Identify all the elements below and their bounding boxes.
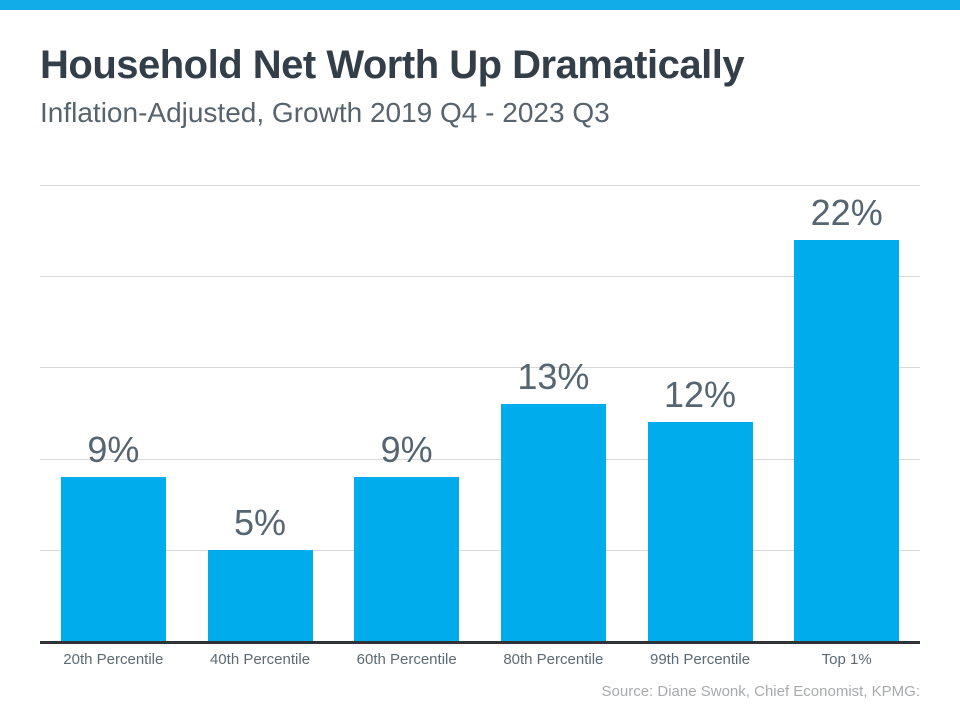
bar-value-label: 5% bbox=[233, 501, 287, 543]
category-label: 99th Percentile bbox=[649, 651, 751, 668]
category-label: 40th Percentile bbox=[209, 651, 311, 668]
bar bbox=[794, 239, 900, 641]
bar-value-label: 22% bbox=[810, 191, 883, 233]
bar-column: 9% bbox=[333, 185, 480, 641]
gridline-10 bbox=[40, 458, 920, 460]
bar bbox=[207, 549, 313, 641]
bar-column: 9% bbox=[40, 185, 187, 641]
bar bbox=[500, 403, 606, 641]
gridline-5 bbox=[40, 549, 920, 551]
category-label: 20th Percentile bbox=[63, 651, 164, 668]
category-label: 60th Percentile bbox=[356, 651, 457, 668]
x-axis-line bbox=[40, 641, 920, 644]
gridline-25 bbox=[40, 185, 920, 186]
source-attribution: Source: Diane Swonk, Chief Economist, KP… bbox=[601, 683, 920, 700]
bar-value-label: 9% bbox=[380, 428, 433, 470]
page-title: Household Net Worth Up Dramatically bbox=[40, 43, 745, 87]
bar bbox=[354, 476, 460, 641]
gridline-20 bbox=[40, 276, 920, 278]
bar-value-label: 12% bbox=[663, 374, 737, 416]
bar-series: 9% 5% 9% 13% 12% 22% bbox=[40, 185, 920, 641]
bar-column: 13% bbox=[480, 185, 627, 641]
category-axis-labels: 20th Percentile 40th Percentile 60th Perce… bbox=[40, 651, 920, 669]
bar-value-label: 9% bbox=[87, 428, 140, 470]
bar-chart-plot-area: 9% 5% 9% 13% 12% 22% bbox=[40, 185, 920, 644]
bar bbox=[60, 476, 166, 641]
bar-column: 22% bbox=[773, 185, 920, 641]
category-label: 80th Percentile bbox=[503, 651, 604, 668]
accent-strip bbox=[0, 0, 960, 10]
bar-column: 5% bbox=[187, 185, 334, 641]
gridline-15 bbox=[40, 367, 920, 369]
bar-value-label: 13% bbox=[517, 355, 590, 397]
category-label: Top 1% bbox=[821, 651, 872, 668]
page-subtitle: Inflation-Adjusted, Growth 2019 Q4 - 202… bbox=[40, 97, 610, 128]
bar bbox=[647, 422, 753, 641]
bar-column: 12% bbox=[627, 185, 774, 641]
